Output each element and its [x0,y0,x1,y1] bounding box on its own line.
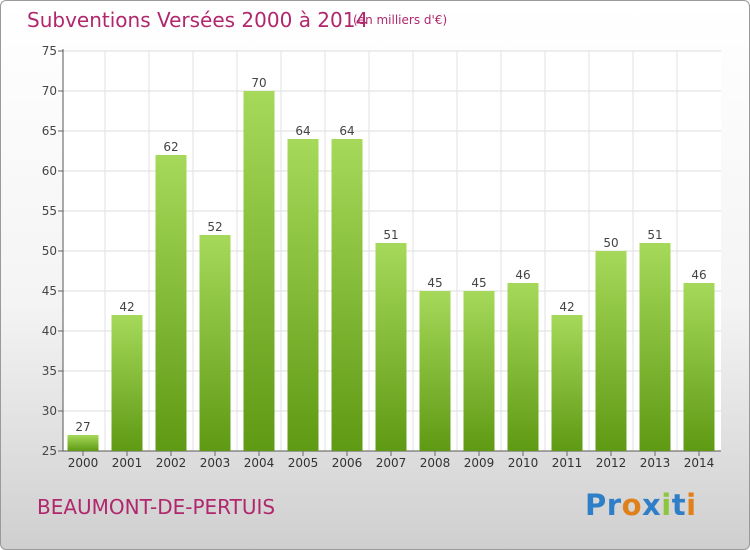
logo-letter: o [621,488,643,522]
y-tick-label: 25 [42,444,57,458]
x-tick-label: 2005 [288,456,319,470]
bar [199,235,231,451]
data-label: 45 [471,276,486,290]
data-label: 42 [119,300,134,314]
x-tick-label: 2001 [112,456,143,470]
bar [155,155,187,451]
bar [331,139,363,451]
y-tick-label: 30 [42,404,57,418]
y-tick-label: 55 [42,204,57,218]
bar [243,91,275,451]
data-label: 64 [339,124,354,138]
x-tick-label: 2007 [376,456,407,470]
data-label: 51 [647,228,662,242]
y-tick-label: 60 [42,164,57,178]
x-tick-label: 2008 [420,456,451,470]
data-label: 45 [427,276,442,290]
data-label: 62 [163,140,178,154]
x-tick-label: 2003 [200,456,231,470]
x-tick-label: 2012 [596,456,627,470]
proxiti-logo: Proxiti [585,488,697,522]
logo-letter: r [606,488,622,522]
x-tick-label: 2010 [508,456,539,470]
x-tick-label: 2004 [244,456,275,470]
y-tick-label: 35 [42,364,57,378]
data-label: 70 [251,76,266,90]
x-tick-label: 2006 [332,456,363,470]
y-tick-label: 45 [42,284,57,298]
y-tick-label: 40 [42,324,57,338]
x-tick-label: 2013 [640,456,671,470]
bar [551,315,583,451]
bar [111,315,143,451]
x-tick-label: 2011 [552,456,583,470]
chart-title: Subventions Versées 2000 à 2014 [27,8,369,32]
bar [419,291,451,451]
unit-note: (en milliers d'€) [353,13,448,27]
data-label: 51 [383,228,398,242]
logo-letter: x [642,488,662,522]
bar [375,243,407,451]
bar [639,243,671,451]
y-tick-label: 70 [42,84,57,98]
y-tick-label: 65 [42,124,57,138]
commune-name: BEAUMONT-DE-PERTUIS [37,495,276,519]
bar [683,283,715,451]
data-label: 46 [515,268,530,282]
data-label: 46 [691,268,706,282]
bar [287,139,319,451]
x-tick-label: 2009 [464,456,495,470]
data-label: 64 [295,124,310,138]
logo-letter: i [661,488,672,522]
bar [595,251,627,451]
y-tick-label: 75 [42,44,57,58]
data-label: 50 [603,236,618,250]
bar [507,283,539,451]
data-label: 52 [207,220,222,234]
logo-letter: i [686,488,697,522]
data-label: 42 [559,300,574,314]
bar [463,291,495,451]
logo-letter: t [671,488,687,522]
x-tick-label: 2002 [156,456,187,470]
data-label: 27 [75,420,90,434]
x-tick-label: 2000 [68,456,99,470]
bar [67,435,99,451]
x-tick-label: 2014 [684,456,715,470]
y-tick-label: 50 [42,244,57,258]
logo-letter: P [585,488,607,522]
